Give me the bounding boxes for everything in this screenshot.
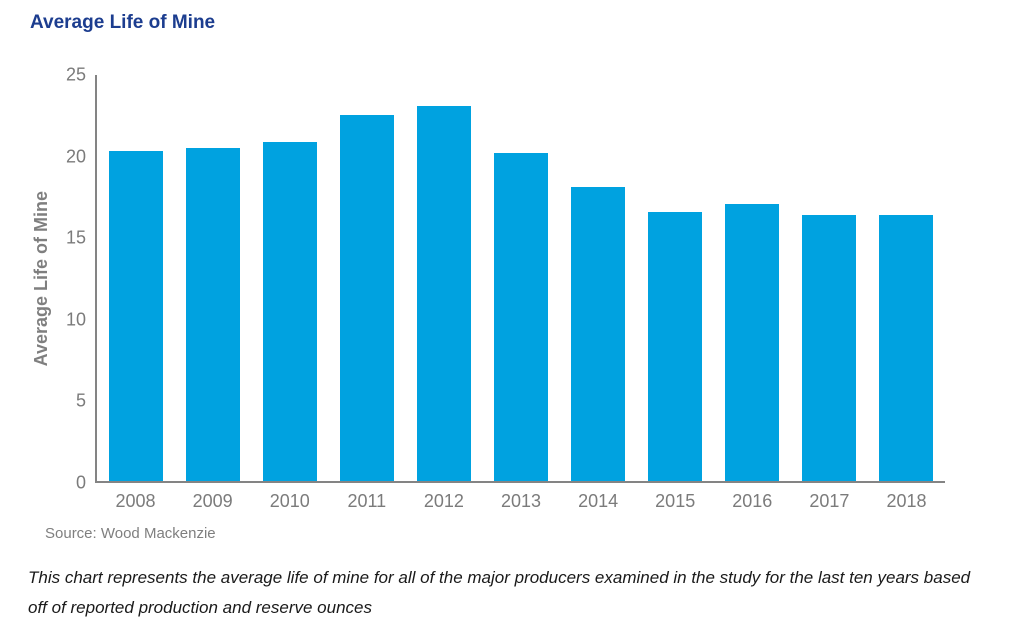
y-tick-label-10: 10 <box>65 309 86 330</box>
y-tick-label-20: 20 <box>65 146 86 167</box>
x-tick-label-2010: 2010 <box>269 491 310 511</box>
bar-slot-2008 <box>97 151 174 481</box>
x-tick-label-2012: 2012 <box>423 491 464 511</box>
bar-slot-2014 <box>560 187 637 481</box>
x-tick-label-2017: 2017 <box>809 491 850 511</box>
bar-2010 <box>262 141 317 481</box>
x-tick-label-2016: 2016 <box>732 491 773 511</box>
bar-2011 <box>339 115 394 481</box>
y-tick-label-5: 5 <box>75 390 86 411</box>
bar-2013 <box>494 152 549 481</box>
x-tick-label-2009: 2009 <box>192 491 233 511</box>
bar-slot-2015 <box>637 211 714 481</box>
bar-slot-2011 <box>328 115 405 481</box>
average-life-of-mine-chart <box>95 75 945 483</box>
x-tick-label-2014: 2014 <box>578 491 619 511</box>
x-axis: 2008 2009 2010 2011 2012 2013 2014 2015 2016 2017… <box>97 491 945 512</box>
page-title: Average Life of Mine <box>30 12 216 33</box>
bar-slot-2013 <box>482 152 559 481</box>
y-tick-label-0: 0 <box>75 472 86 493</box>
caption: This chart represents the average life o… <box>28 568 971 617</box>
bar-slot-2016 <box>714 203 791 481</box>
bar-2017 <box>802 214 857 481</box>
bar-slot-2010 <box>251 141 328 481</box>
bar-2008 <box>108 151 163 481</box>
bar-2012 <box>416 105 471 481</box>
bar-slot-2017 <box>791 214 868 481</box>
x-tick-label-2008: 2008 <box>115 491 156 511</box>
y-axis: 0 5 10 15 20 25 <box>0 65 86 493</box>
x-tick-label-2018: 2018 <box>886 491 927 511</box>
y-tick-label-15: 15 <box>65 227 86 248</box>
source-note: Source: Wood Mackenzie <box>45 525 216 542</box>
y-tick-label-25: 25 <box>65 64 86 85</box>
bar-2018 <box>879 214 934 481</box>
bar-series <box>97 75 945 481</box>
bar-slot-2012 <box>405 105 482 481</box>
bar-2015 <box>648 211 703 481</box>
x-tick-label-2011: 2011 <box>347 491 387 511</box>
bar-2016 <box>725 203 780 481</box>
x-tick-label-2015: 2015 <box>655 491 696 511</box>
bar-slot-2009 <box>174 148 251 481</box>
bar-slot-2018 <box>868 214 945 481</box>
x-tick-label-2013: 2013 <box>500 491 542 511</box>
bar-2014 <box>571 187 626 481</box>
bar-2009 <box>185 148 240 481</box>
